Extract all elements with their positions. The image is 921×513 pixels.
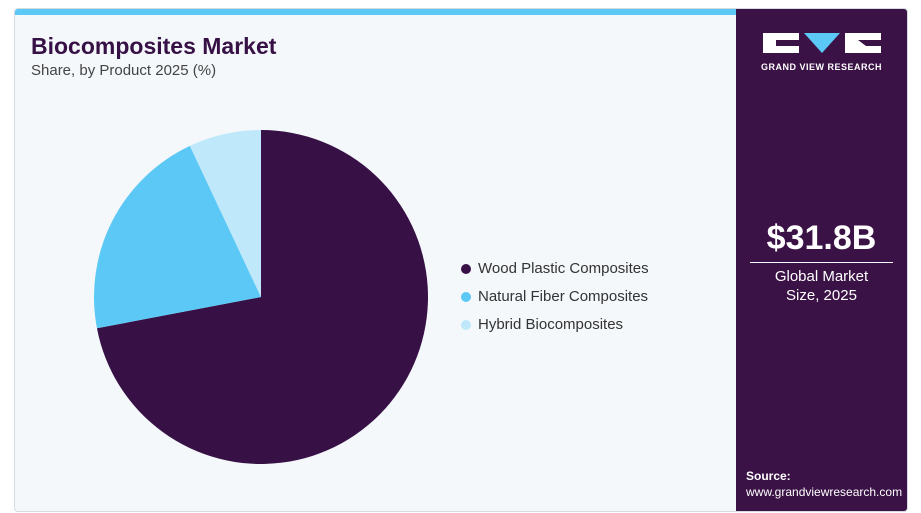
- legend-swatch: [461, 292, 471, 302]
- source-url: www.grandviewresearch.com: [746, 485, 903, 499]
- divider: [750, 262, 893, 263]
- legend-label: Hybrid Biocomposites: [478, 316, 623, 333]
- pie-slice: [189, 130, 261, 297]
- legend-label: Natural Fiber Composites: [478, 288, 648, 305]
- pie-slice: [94, 145, 261, 329]
- chart: Wood Plastic Composites Natural Fiber Com…: [94, 130, 649, 465]
- chart-title: Biocomposites Market: [31, 33, 277, 59]
- logo-cut: [858, 40, 881, 46]
- logo-v: [804, 33, 840, 53]
- chart-subtitle: Share, by Product 2025 (%): [31, 62, 217, 79]
- legend-swatch: [461, 264, 471, 274]
- market-label: Global Market Size, 2025: [774, 268, 869, 304]
- source-label: Source:: [746, 469, 791, 483]
- logo: [763, 33, 881, 53]
- pie-slice: [96, 130, 429, 465]
- card: Biocomposites Market Share, by Product 2…: [14, 8, 908, 512]
- market-size: $31.8B: [766, 219, 877, 257]
- sidebar: GRAND VIEW RESEARCH $31.8B Global Market…: [736, 9, 907, 511]
- brand: GRAND VIEW RESEARCH: [760, 62, 882, 72]
- legend-label: Wood Plastic Composites: [478, 260, 649, 277]
- top-strip: [15, 9, 736, 15]
- legend-swatch: [461, 320, 471, 330]
- logo-cut: [776, 40, 799, 46]
